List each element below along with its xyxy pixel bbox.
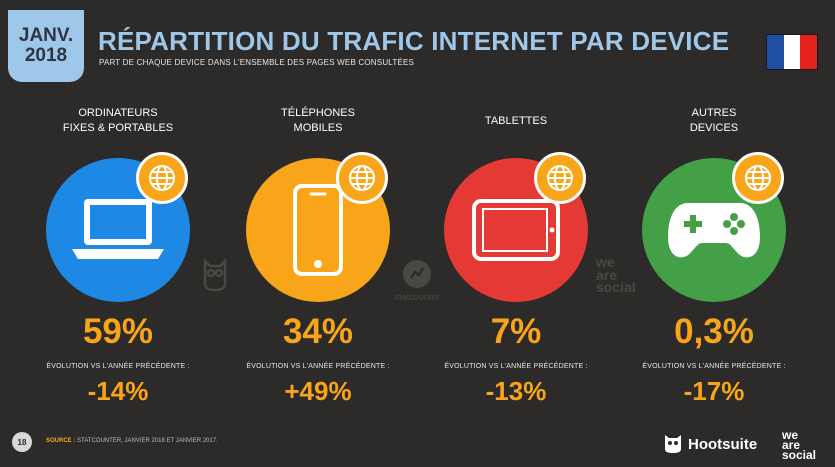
tablet-icon — [472, 199, 560, 261]
statcounter-watermark: statcounter — [392, 258, 442, 302]
statcounter-watermark-text: statcounter — [394, 292, 440, 302]
device-illustration — [642, 152, 786, 302]
evolution-label: ÉVOLUTION VS L'ANNÉE PRÉCÉDENTE : — [642, 363, 786, 370]
globe-icon — [349, 165, 375, 191]
smartphone-icon — [293, 184, 343, 276]
evolution-label: ÉVOLUTION VS L'ANNÉE PRÉCÉDENTE : — [444, 363, 588, 370]
globe-badge — [732, 152, 784, 204]
hootsuite-owl-watermark-icon — [202, 257, 228, 297]
globe-icon — [547, 165, 573, 191]
globe-badge — [534, 152, 586, 204]
device-column-computers: ORDINATEURS FIXES & PORTABLES 59% ÉVOLUTI… — [24, 100, 212, 404]
gamepad-icon — [668, 203, 760, 258]
device-column-mobile: TÉLÉPHONES MOBILES 34% ÉVOLUTION VS L'ANN… — [224, 100, 412, 404]
hootsuite-owl-icon — [665, 435, 681, 453]
laptop-icon — [72, 199, 164, 259]
globe-badge — [336, 152, 388, 204]
evolution-label: ÉVOLUTION VS L'ANNÉE PRÉCÉDENTE : — [246, 363, 390, 370]
device-percent: 34% — [282, 312, 354, 351]
evolution-label: ÉVOLUTION VS L'ANNÉE PRÉCÉDENTE : — [46, 363, 190, 370]
hootsuite-logo: Hootsuite — [664, 434, 757, 454]
page-title: RÉPARTITION DU TRAFIC INTERNET PAR DEVIC… — [98, 26, 730, 56]
evolution-value: -14% — [87, 376, 149, 406]
globe-icon — [745, 165, 771, 191]
we-are-social-logo: we are social — [782, 428, 817, 463]
device-label: ORDINATEURS FIXES & PORTABLES — [62, 107, 174, 134]
page-number: 18 — [12, 432, 32, 452]
statcounter-logo-icon — [403, 260, 431, 288]
source-text: STATCOUNTER, JANVIER 2018 ET JANVIER 201… — [77, 438, 218, 444]
device-percent: 59% — [82, 312, 154, 351]
globe-badge — [136, 152, 188, 204]
date-month: JANV. — [18, 25, 74, 47]
date-badge: JANV. 2018 — [8, 10, 84, 82]
device-circle — [246, 158, 390, 302]
device-label: AUTRES DEVICES — [689, 107, 739, 134]
device-percent: 7% — [490, 312, 542, 351]
evolution-value: -17% — [683, 376, 745, 406]
device-percent: 0,3% — [674, 312, 754, 351]
device-column-tablet: TABLETTES 7% ÉVOLUTION VS L'ANNÉE PRÉCÉD… — [422, 100, 610, 404]
source-note: SOURCE : STATCOUNTER, JANVIER 2018 ET JA… — [46, 438, 218, 444]
device-illustration — [246, 152, 390, 302]
device-label: TÉLÉPHONES MOBILES — [281, 107, 355, 134]
france-flag-icon — [766, 34, 818, 70]
flag-stripe-blue — [767, 35, 784, 69]
device-column-other: AUTRES DEVICES 0,3% ÉVOLUTION VS L'ANNÉE … — [620, 100, 808, 404]
we-are-social-watermark: we are social — [596, 254, 636, 296]
evolution-value: -13% — [485, 376, 547, 406]
flag-stripe-red — [800, 35, 818, 69]
page-subtitle: PART DE CHAQUE DEVICE DANS L'ENSEMBLE DE… — [99, 58, 415, 67]
source-label: SOURCE : — [46, 438, 76, 444]
globe-icon — [149, 165, 175, 191]
device-label: TABLETTES — [484, 114, 548, 127]
hootsuite-logo-text: Hootsuite — [688, 435, 758, 453]
device-illustration — [444, 152, 588, 302]
evolution-value: +49% — [284, 376, 352, 406]
device-illustration — [46, 152, 190, 302]
flag-stripe-white — [783, 35, 801, 69]
date-year: 2018 — [24, 45, 68, 66]
